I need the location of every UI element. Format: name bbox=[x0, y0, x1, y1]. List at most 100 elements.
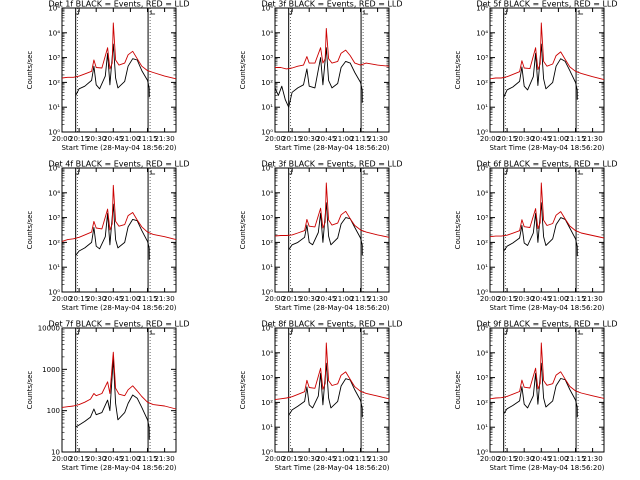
lld-series-line bbox=[489, 182, 605, 239]
events-series-line bbox=[503, 202, 578, 257]
lld-series-line bbox=[275, 27, 390, 70]
marker-bracket bbox=[150, 330, 156, 335]
y-tick-label: 10² bbox=[48, 239, 60, 247]
x-tick-label: 20:30 bbox=[86, 135, 106, 143]
x-tick-label: 21:00 bbox=[548, 455, 568, 463]
y-axis-label: Counts/sec bbox=[454, 211, 462, 250]
y-tick-label: 10⁵ bbox=[476, 165, 488, 173]
marker-bracket bbox=[578, 170, 584, 175]
x-tick-label: 21:30 bbox=[583, 135, 603, 143]
plot-frame bbox=[274, 167, 390, 293]
x-tick-label: 20:00 bbox=[480, 455, 500, 463]
x-tick-label: 21:15 bbox=[350, 455, 370, 463]
x-axis-label: Start Time (28-May-04 18:56:20) bbox=[274, 464, 389, 472]
x-axis-label: Start Time (28-May-04 18:56:20) bbox=[489, 304, 604, 312]
y-tick-label: 10⁰ bbox=[261, 289, 273, 297]
x-tick-label: 21:30 bbox=[583, 295, 603, 303]
y-tick-label: 10¹ bbox=[476, 264, 488, 272]
x-tick-label: 21:15 bbox=[137, 135, 157, 143]
y-tick-label: 10⁵ bbox=[476, 5, 488, 13]
x-tick-label: 21:15 bbox=[137, 295, 157, 303]
y-tick-label: 1000 bbox=[42, 366, 60, 374]
x-tick-label: 21:00 bbox=[548, 135, 568, 143]
x-tick-label: 21:00 bbox=[120, 295, 140, 303]
plot-frame bbox=[489, 7, 605, 133]
y-tick-label: 10⁴ bbox=[48, 189, 60, 197]
lld-series-line bbox=[274, 342, 390, 401]
plot-frame bbox=[489, 167, 605, 293]
y-tick-label: 10⁰ bbox=[476, 289, 488, 297]
x-tick-label: 20:15 bbox=[69, 135, 89, 143]
x-tick-label: 20:15 bbox=[497, 135, 517, 143]
x-tick-label: 21:00 bbox=[120, 455, 140, 463]
y-tick-label: 10⁵ bbox=[261, 165, 273, 173]
x-axis-label: Start Time (28-May-04 18:56:20) bbox=[61, 304, 176, 312]
x-tick-label: 21:30 bbox=[155, 135, 175, 143]
y-tick-label: 10⁵ bbox=[261, 5, 273, 13]
x-tick-label: 21:00 bbox=[333, 135, 353, 143]
x-tick-label: 21:30 bbox=[368, 295, 388, 303]
events-series-line bbox=[75, 203, 150, 260]
x-tick-label: 20:45 bbox=[531, 455, 551, 463]
x-tick-label: 21:15 bbox=[137, 455, 157, 463]
y-tick-label: 10² bbox=[261, 239, 273, 247]
panel-title: Det 4f BLACK = Events, RED = LLD bbox=[48, 160, 189, 169]
events-series-line bbox=[75, 358, 150, 440]
lld-series-line bbox=[489, 22, 605, 81]
x-tick-label: 20:00 bbox=[52, 455, 72, 463]
y-tick-label: 10⁵ bbox=[48, 5, 60, 13]
panel-title: Det 7f BLACK = Events, RED = LLD bbox=[48, 320, 189, 329]
marker-bracket bbox=[363, 10, 369, 15]
y-tick-label: 10¹ bbox=[48, 264, 60, 272]
lld-series-line bbox=[61, 351, 177, 410]
y-tick-label: 10¹ bbox=[476, 104, 488, 112]
x-tick-label: 20:00 bbox=[52, 135, 72, 143]
lld-series-line bbox=[61, 22, 177, 80]
panel-title: Det 3f BLACK = Events, RED = LLD bbox=[261, 0, 402, 9]
panel-title: Det 3f BLACK = Events, RED = LLD bbox=[261, 160, 402, 169]
y-tick-label: 10⁴ bbox=[476, 349, 488, 357]
x-tick-label: 21:15 bbox=[350, 295, 370, 303]
x-tick-label: 20:45 bbox=[103, 135, 123, 143]
y-tick-label: 10³ bbox=[48, 54, 60, 62]
x-tick-label: 20:45 bbox=[103, 295, 123, 303]
x-axis-label: Start Time (28-May-04 18:56:20) bbox=[274, 304, 389, 312]
panel-title: Det 9f BLACK = Events, RED = LLD bbox=[476, 320, 617, 329]
x-tick-label: 20:00 bbox=[265, 135, 285, 143]
y-tick-label: 10⁰ bbox=[261, 449, 273, 457]
x-tick-label: 21:00 bbox=[333, 295, 353, 303]
x-tick-label: 20:30 bbox=[514, 295, 534, 303]
y-axis-label: Counts/sec bbox=[239, 211, 247, 250]
y-tick-label: 10⁴ bbox=[476, 189, 488, 197]
marker-bracket bbox=[150, 10, 156, 15]
x-tick-label: 21:30 bbox=[155, 455, 175, 463]
y-tick-label: 10³ bbox=[476, 374, 488, 382]
x-tick-label: 20:30 bbox=[299, 135, 319, 143]
x-tick-label: 20:15 bbox=[497, 295, 517, 303]
x-tick-label: 21:30 bbox=[368, 455, 388, 463]
x-tick-label: 20:15 bbox=[282, 135, 302, 143]
x-tick-label: 20:15 bbox=[69, 295, 89, 303]
y-axis-label: Counts/sec bbox=[454, 371, 462, 410]
y-tick-label: 10³ bbox=[261, 54, 273, 62]
y-tick-label: 10³ bbox=[476, 54, 488, 62]
x-tick-label: 20:15 bbox=[282, 455, 302, 463]
lld-series-line bbox=[274, 182, 390, 238]
y-tick-label: 10² bbox=[261, 79, 273, 87]
plot-frame bbox=[489, 327, 605, 453]
y-axis-label: Counts/sec bbox=[26, 211, 34, 250]
x-tick-label: 21:30 bbox=[155, 295, 175, 303]
y-tick-label: 10 bbox=[51, 449, 60, 457]
y-tick-label: 10⁰ bbox=[48, 129, 60, 137]
y-tick-label: 10² bbox=[476, 239, 488, 247]
x-tick-label: 21:30 bbox=[583, 455, 603, 463]
events-series-line bbox=[503, 43, 578, 100]
marker-bracket bbox=[578, 330, 584, 335]
marker-bracket bbox=[578, 10, 584, 15]
panel-title: Det 1f BLACK = Events, RED = LLD bbox=[48, 0, 189, 9]
x-tick-label: 20:00 bbox=[480, 295, 500, 303]
